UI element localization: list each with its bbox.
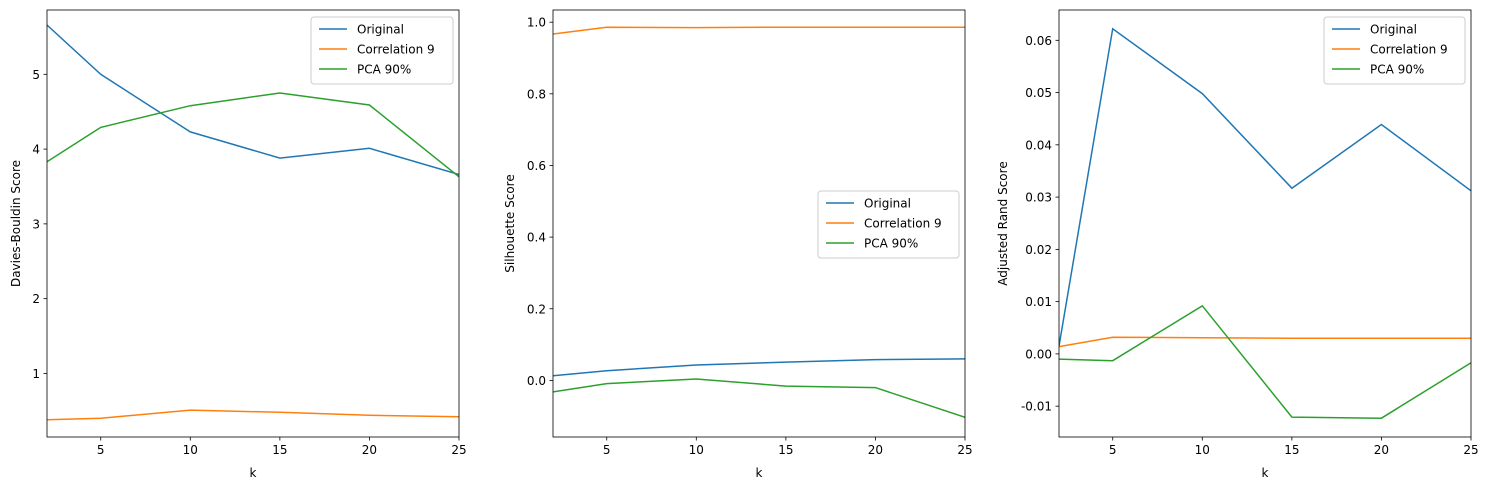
y-tick-label: 0.00 [1025,347,1052,361]
y-axis-label: Adjusted Rand Score [996,161,1010,285]
legend-box [1323,16,1466,85]
y-tick-label: 0.02 [1025,243,1052,257]
y-tick-label: 1 [32,367,40,381]
legend-entry: PCA 90% [864,237,918,251]
y-tick-label: 3 [32,217,40,231]
y-tick-label: 0.04 [1025,138,1052,152]
series-line-2 [1059,336,1471,348]
legend-entry: PCA 90% [1370,63,1424,77]
y-tick-label: 2 [32,292,40,306]
x-tick-label: 10 [1195,443,1210,457]
x-tick-label: 25 [1463,443,1478,457]
legend: Original Correlation 9 PCA 90% [310,16,454,85]
x-tick-label: 5 [97,443,105,457]
x-tick-label: 20 [1374,443,1389,457]
subplot-2: 5 10 15 20 25 0.0 0.2 0.4 0.6 0.8 1.0 k Silhouette S… [503,9,973,480]
y-tick-label: 4 [32,143,40,157]
x-tick-label: 20 [868,443,883,457]
x-tick-label: 25 [957,443,972,457]
legend-entry: Correlation 9 [1370,43,1448,57]
legend: Original Correlation 9 PCA 90% [1323,16,1466,85]
legend-entry: Original [864,197,911,211]
y-tick-label: 0.05 [1025,86,1052,100]
series-line-3 [47,92,459,178]
y-tick-label: 0.01 [1025,295,1052,309]
x-tick-label: 10 [689,443,704,457]
subplot-3: 5 10 15 20 25 -0.01 0.00 0.01 0.02 0.03 0.04 0.05 0.… [996,9,1479,480]
x-tick-label: 15 [778,443,793,457]
y-axis-label: Silhouette Score [503,174,517,272]
y-tick-label: 0.2 [527,302,546,316]
series-line-1 [47,24,459,176]
series-line-1 [1059,27,1471,347]
series-line-3 [1059,304,1471,419]
y-axis-label: Davies-Bouldin Score [9,160,23,287]
legend-entry: Correlation 9 [357,43,435,57]
series-line-3 [553,378,965,419]
y-tick-label: 0.03 [1025,191,1052,205]
y-tick-label: 0.0 [527,374,546,388]
series-line-1 [553,358,965,377]
y-tick-label: -0.01 [1021,400,1052,414]
y-tick-label: 0.8 [527,87,546,101]
y-tick-label: 0.06 [1025,34,1052,48]
x-tick-label: 20 [362,443,377,457]
legend-entry: Original [357,23,404,37]
y-tick-label: 5 [32,68,40,82]
x-tick-label: 5 [603,443,611,457]
legend-entry: Original [1370,23,1417,37]
x-tick-label: 15 [1284,443,1299,457]
legend-entry: PCA 90% [357,63,411,77]
legend-box [310,16,454,85]
x-tick-label: 25 [451,443,466,457]
y-tick-label: 0.6 [527,159,546,173]
y-tick-label: 0.4 [527,231,546,245]
subplot-1: 5 10 15 20 25 1 2 3 4 5 k Davies-Bouldin Score Origi… [9,9,467,480]
plot-frame [1058,9,1472,438]
x-tick-label: 5 [1109,443,1117,457]
x-tick-label: 10 [183,443,198,457]
x-axis-label: k [1262,466,1269,480]
y-tick-label: 1.0 [527,16,546,30]
x-tick-label: 15 [272,443,287,457]
legend-entry: Correlation 9 [864,217,942,231]
x-axis-label: k [756,466,763,480]
series-line-2 [47,409,459,421]
legend-box [817,190,960,259]
series-line-2 [553,26,965,35]
plot-frame [552,9,966,438]
legend: Original Correlation 9 PCA 90% [817,190,960,259]
x-axis-label: k [250,466,257,480]
